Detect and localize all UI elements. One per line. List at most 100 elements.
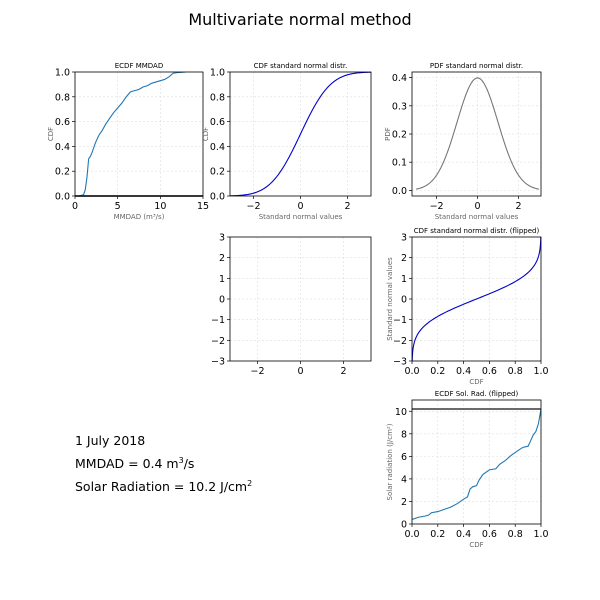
y-tick-label: 0.6 [55,117,70,128]
y-tick-label: 0.0 [210,192,225,203]
x-tick-label: 0.2 [430,529,445,540]
series-line [415,77,540,190]
y-tick-label: −2 [211,336,225,347]
x-tick-label: 0.8 [508,366,523,377]
x-axis-label: CDF [469,541,483,549]
subplot-ecdf_mmdad: 0 5 10 15 0.0 0.2 0.4 0.6 0.8 1.0 ECDF MMDAD MMDAD … [47,62,209,221]
x-tick-label: 0.6 [482,529,497,540]
x-tick-label: 0.6 [482,366,497,377]
y-tick-label: 0.0 [392,186,407,197]
y-tick-label: 3 [401,233,407,244]
y-axis-label: Standard normal values [386,257,394,341]
mmdad-sup: 3 [178,456,184,465]
axes-frame [411,71,542,197]
x-tick-label: 0.4 [456,529,471,540]
y-tick-label: 10 [395,407,407,418]
y-tick-label: −1 [393,315,407,326]
subplot-title: ECDF Sol. Rad. (flipped) [435,390,519,398]
y-tick-label: 0.8 [55,92,70,103]
y-tick-label: 0.4 [210,142,225,153]
axes-frame [411,399,542,525]
x-tick-label: −2 [246,201,260,212]
axes-frame [229,236,372,362]
x-tick-label: 0.0 [404,529,419,540]
x-tick-label: 0 [475,201,481,212]
subplot-title: PDF standard normal distr. [430,62,523,70]
y-tick-label: 8 [401,429,407,440]
series-line [78,72,186,196]
x-axis-label: Standard normal values [259,213,343,221]
axes-frame [411,236,542,362]
axes-frame [74,71,204,197]
y-tick-label: 0.1 [392,158,407,169]
y-tick-label: 3 [219,233,225,244]
y-tick-label: 1.0 [210,68,225,79]
x-tick-label: 1.0 [533,529,548,540]
y-tick-label: −1 [211,315,225,326]
y-tick-label: 1 [219,274,225,285]
y-tick-label: −2 [393,336,407,347]
y-tick-label: 0 [401,520,407,531]
y-tick-label: 0.3 [392,101,407,112]
x-tick-label: 2 [515,201,521,212]
x-tick-label: 15 [197,201,209,212]
series-line [230,72,371,196]
x-tick-label: 0.2 [430,366,445,377]
x-axis-label: Standard normal values [435,213,519,221]
y-tick-label: 2 [401,253,407,264]
date-text: 1 July 2018 [75,433,146,448]
x-tick-label: −2 [251,366,265,377]
y-tick-label: 2 [219,253,225,264]
y-axis-label: CDF [47,127,55,141]
y-tick-label: −3 [211,357,225,368]
x-tick-label: 1.0 [533,366,548,377]
x-tick-label: 0.4 [456,366,471,377]
subplot-cdf_norm: −2 0 2 0.0 0.2 0.4 0.6 0.8 1.0 CDF standard norma… [202,62,372,221]
y-tick-label: 0.2 [210,167,225,178]
series-line [412,408,541,521]
subplot-pdf_norm: −2 0 2 0.0 0.1 0.2 0.3 0.4 PDF standard normal d… [384,62,542,221]
subplot-title: CDF standard normal distr. (flipped) [414,227,540,235]
solar-text: Solar Radiation = 10.2 J/cm2 [75,479,252,494]
x-axis-label: CDF [469,378,483,386]
subplot-title: CDF standard normal distr. [254,62,348,70]
x-tick-label: 0.8 [508,529,523,540]
x-tick-label: 2 [340,366,346,377]
y-tick-label: 0 [401,295,407,306]
x-tick-label: 2 [344,201,350,212]
x-axis-label: MMDAD (m³/s) [114,213,165,221]
y-axis-label: CDF [202,127,210,141]
x-tick-label: 0 [72,201,78,212]
x-tick-label: 5 [115,201,121,212]
x-tick-label: 0 [297,366,303,377]
x-tick-label: 10 [154,201,166,212]
y-axis-label: Solar radiation (J/cm²) [386,423,394,500]
y-tick-label: 0.8 [210,92,225,103]
figure-title: Multivariate normal method [188,10,411,29]
subplot-ecdf_solrad: 0.0 0.2 0.4 0.6 0.8 1.0 0 2 4 6 8 10 ECDF Sol. Rad. … [386,390,549,549]
y-tick-label: 6 [401,452,407,463]
subplot-empty: −2 0 2 −3 −2 −1 0 1 2 3 [211,233,372,377]
mmdad-unit: /s [183,456,195,472]
series-line [412,237,541,361]
y-tick-label: 1 [401,274,407,285]
y-tick-label: 2 [401,497,407,508]
y-tick-label: 0.4 [55,142,70,153]
x-tick-label: −2 [430,201,444,212]
y-tick-label: 0.2 [392,130,407,141]
y-tick-label: 0.4 [392,73,407,84]
y-tick-label: −3 [393,357,407,368]
y-tick-label: 0.0 [55,192,70,203]
y-tick-label: 0.6 [210,117,225,128]
axes-frame [229,71,372,197]
mmdad-label: MMDAD = 0.4 m [75,456,179,472]
y-axis-label: PDF [384,127,392,141]
y-tick-label: 0.2 [55,167,70,178]
subplot-title: ECDF MMDAD [115,62,163,70]
subplot-cdf_flipped: 0.0 0.2 0.4 0.6 0.8 1.0 −3 −2 −1 0 1 2 3 CDF standard… [386,227,549,386]
y-tick-label: 4 [401,474,407,485]
solar-label: Solar Radiation = 10.2 J/cm [75,479,248,495]
x-tick-label: 0.0 [404,366,419,377]
